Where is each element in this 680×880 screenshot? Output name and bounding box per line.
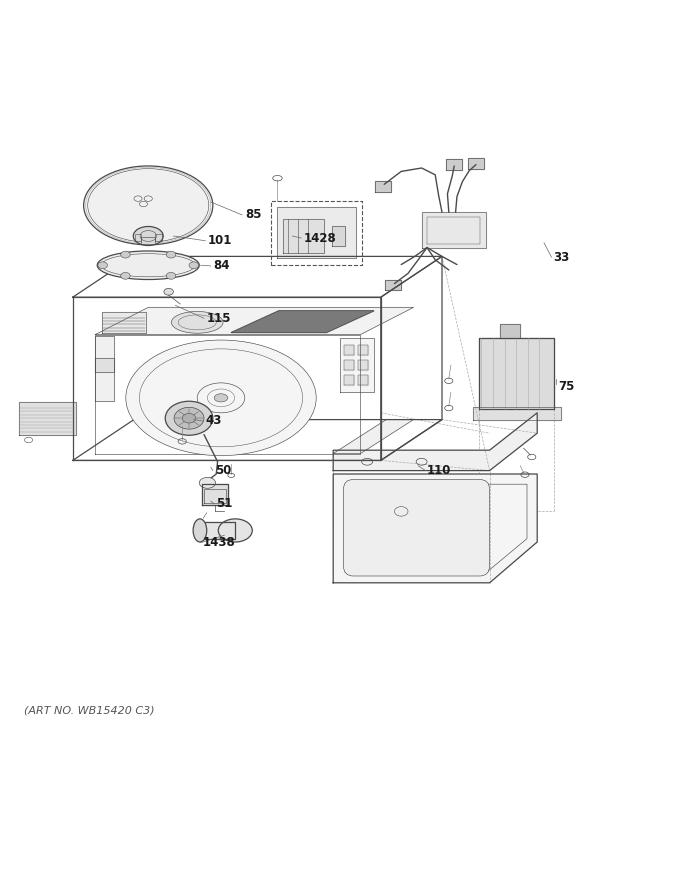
Ellipse shape <box>189 262 199 268</box>
Text: 84: 84 <box>214 260 230 273</box>
Polygon shape <box>155 234 162 241</box>
Polygon shape <box>95 336 114 400</box>
Polygon shape <box>385 280 401 290</box>
Ellipse shape <box>120 273 130 279</box>
Polygon shape <box>422 212 486 247</box>
Text: 110: 110 <box>427 464 452 477</box>
Polygon shape <box>375 181 391 192</box>
Ellipse shape <box>199 477 216 488</box>
Ellipse shape <box>167 273 175 279</box>
Polygon shape <box>446 159 462 170</box>
Ellipse shape <box>126 340 316 456</box>
Polygon shape <box>344 345 354 355</box>
Polygon shape <box>333 474 537 583</box>
Ellipse shape <box>171 312 223 334</box>
Polygon shape <box>358 360 368 370</box>
Text: 51: 51 <box>216 497 233 510</box>
Text: 75: 75 <box>558 380 575 392</box>
Polygon shape <box>200 522 235 539</box>
Ellipse shape <box>167 251 175 258</box>
Polygon shape <box>358 375 368 385</box>
Polygon shape <box>277 208 356 259</box>
Text: 33: 33 <box>554 251 570 264</box>
Ellipse shape <box>174 407 204 429</box>
Ellipse shape <box>214 393 228 402</box>
Text: 101: 101 <box>207 234 232 247</box>
Ellipse shape <box>182 414 196 423</box>
Polygon shape <box>231 311 374 333</box>
Ellipse shape <box>97 251 199 280</box>
Text: 1438: 1438 <box>203 536 235 549</box>
Polygon shape <box>333 420 413 453</box>
Text: 50: 50 <box>216 464 232 477</box>
Polygon shape <box>479 338 554 409</box>
Polygon shape <box>19 402 76 435</box>
Polygon shape <box>358 345 368 355</box>
Text: 43: 43 <box>205 414 222 428</box>
Polygon shape <box>500 325 520 338</box>
Polygon shape <box>141 238 155 244</box>
Polygon shape <box>333 413 537 471</box>
Polygon shape <box>202 484 228 504</box>
Polygon shape <box>283 219 324 253</box>
Polygon shape <box>340 338 374 392</box>
Ellipse shape <box>133 226 163 246</box>
Polygon shape <box>344 375 354 385</box>
Polygon shape <box>468 158 484 169</box>
Ellipse shape <box>121 251 131 258</box>
Ellipse shape <box>98 262 107 268</box>
Polygon shape <box>473 407 561 420</box>
Polygon shape <box>135 234 141 241</box>
Ellipse shape <box>84 166 213 245</box>
FancyBboxPatch shape <box>343 480 490 576</box>
Polygon shape <box>332 226 345 246</box>
Polygon shape <box>102 312 146 333</box>
Polygon shape <box>344 360 354 370</box>
Text: (ART NO. WB15420 C3): (ART NO. WB15420 C3) <box>24 706 154 715</box>
Ellipse shape <box>164 289 173 295</box>
Text: 85: 85 <box>245 209 261 222</box>
Ellipse shape <box>193 519 207 542</box>
Ellipse shape <box>218 519 252 542</box>
Polygon shape <box>95 307 413 334</box>
Polygon shape <box>95 358 114 372</box>
Ellipse shape <box>165 401 213 436</box>
Text: 1428: 1428 <box>303 231 336 245</box>
Text: 115: 115 <box>207 312 231 325</box>
